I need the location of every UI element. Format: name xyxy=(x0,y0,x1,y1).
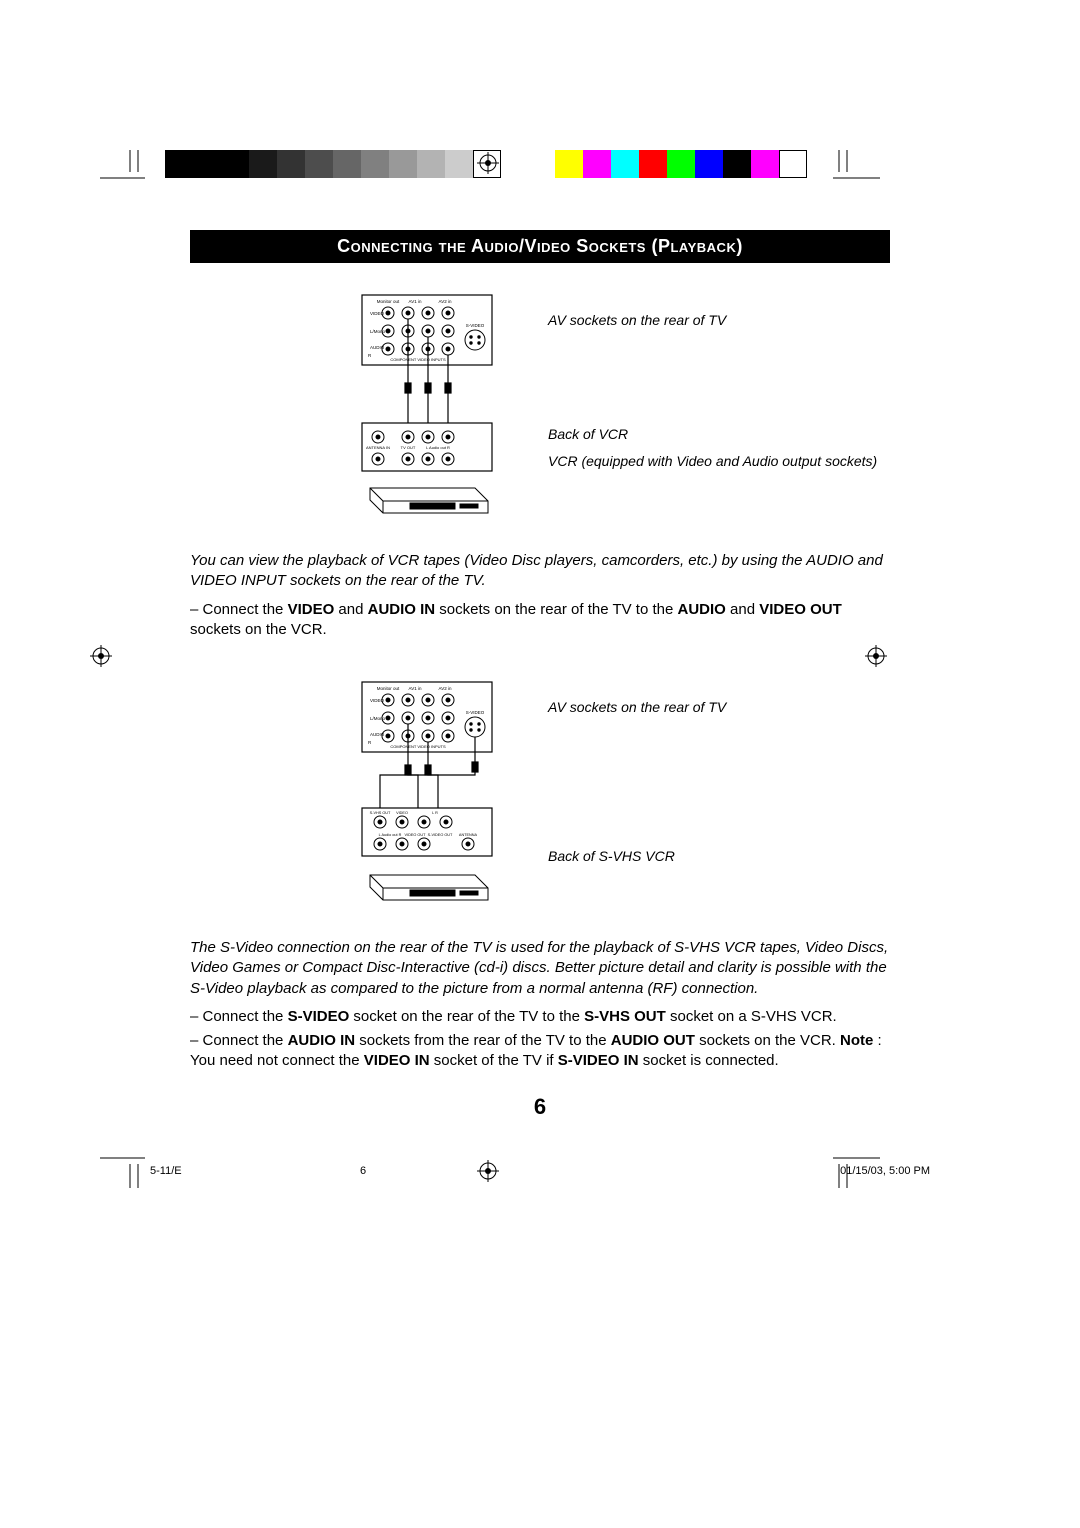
bullet-2b: – Connect the AUDIO IN sockets from the … xyxy=(190,1031,890,1072)
print-footer: 5-11/E 6 01/15/03, 5:00 PM xyxy=(150,1165,930,1177)
svg-text:S-VIDEO: S-VIDEO xyxy=(466,323,485,328)
svg-text:COMPONENT VIDEO INPUTS: COMPONENT VIDEO INPUTS xyxy=(390,357,446,362)
svg-text:S-VIDEO OUT: S-VIDEO OUT xyxy=(428,833,453,837)
svg-text:ANTENNA: ANTENNA xyxy=(459,833,478,837)
svg-text:AV1 in: AV1 in xyxy=(409,299,422,304)
svg-text:ANTENNA IN: ANTENNA IN xyxy=(366,445,390,450)
svg-text:L Audio out R: L Audio out R xyxy=(379,833,402,837)
grayscale-calibration-bar xyxy=(165,150,501,178)
svg-text:L/Mono: L/Mono xyxy=(370,329,386,334)
svg-text:L Audio out R: L Audio out R xyxy=(426,445,450,450)
label-back-vcr: Back of VCR xyxy=(548,425,877,444)
svg-text:AV2 in: AV2 in xyxy=(439,686,452,691)
crop-tick xyxy=(100,150,150,190)
page-content: Connecting the Audio/Video Sockets (Play… xyxy=(190,230,890,1120)
intro-2: The S-Video connection on the rear of th… xyxy=(190,938,890,999)
svg-text:AV1 in: AV1 in xyxy=(409,686,422,691)
diagram-2-labels: AV sockets on the rear of TV Back of S-V… xyxy=(548,680,726,910)
svg-text:S-VHS OUT: S-VHS OUT xyxy=(370,811,391,815)
svg-text:R: R xyxy=(368,353,372,358)
intro-1: You can view the playback of VCR tapes (… xyxy=(190,551,890,592)
svg-text:TV OUT: TV OUT xyxy=(401,445,416,450)
diagram-2-row: Monitor out AV1 in AV2 in VIDEO L/Mono A… xyxy=(190,680,890,910)
body-text-2: The S-Video connection on the rear of th… xyxy=(190,938,890,1072)
crop-tick xyxy=(100,1150,150,1193)
bullet-1: – Connect the VIDEO and AUDIO IN sockets… xyxy=(190,600,890,641)
color-calibration-bar xyxy=(555,150,807,178)
svg-text:S-VIDEO: S-VIDEO xyxy=(466,710,485,715)
svg-text:L R: L R xyxy=(432,811,438,815)
bullet-2a: – Connect the S-VIDEO socket on the rear… xyxy=(190,1007,890,1027)
svg-text:L/Mono: L/Mono xyxy=(370,716,386,721)
registration-target-left xyxy=(90,645,112,667)
label-vcr-sub: VCR (equipped with Video and Audio outpu… xyxy=(548,452,877,471)
label-av-sockets: AV sockets on the rear of TV xyxy=(548,311,877,330)
footer-center: 6 xyxy=(360,1165,366,1177)
crop-tick xyxy=(825,150,880,190)
diagram-1: Monitor out AV1 in AV2 in VIDEO L/Mono A… xyxy=(360,293,520,523)
svg-text:VIDEO OUT: VIDEO OUT xyxy=(405,833,427,837)
svg-text:Monitor out: Monitor out xyxy=(377,299,400,304)
label-av-sockets-2: AV sockets on the rear of TV xyxy=(548,698,726,717)
footer-right: 01/15/03, 5:00 PM xyxy=(840,1165,930,1177)
svg-text:R: R xyxy=(368,740,372,745)
diagram-2: Monitor out AV1 in AV2 in VIDEO L/Mono A… xyxy=(360,680,520,910)
svg-text:VIDEO: VIDEO xyxy=(396,811,408,815)
section-title: Connecting the Audio/Video Sockets (Play… xyxy=(190,230,890,263)
label-back-svhs: Back of S-VHS VCR xyxy=(548,847,726,866)
svg-text:AV2 in: AV2 in xyxy=(439,299,452,304)
diagram-1-labels: AV sockets on the rear of TV Back of VCR… xyxy=(548,293,877,523)
page-number: 6 xyxy=(190,1094,890,1120)
diagram-1-row: Monitor out AV1 in AV2 in VIDEO L/Mono A… xyxy=(190,293,890,523)
footer-left: 5-11/E xyxy=(150,1165,182,1177)
svg-text:COMPONENT VIDEO INPUTS: COMPONENT VIDEO INPUTS xyxy=(390,744,446,749)
body-text-1: You can view the playback of VCR tapes (… xyxy=(190,551,890,640)
registration-target-top xyxy=(477,152,499,174)
svg-text:Monitor out: Monitor out xyxy=(377,686,400,691)
